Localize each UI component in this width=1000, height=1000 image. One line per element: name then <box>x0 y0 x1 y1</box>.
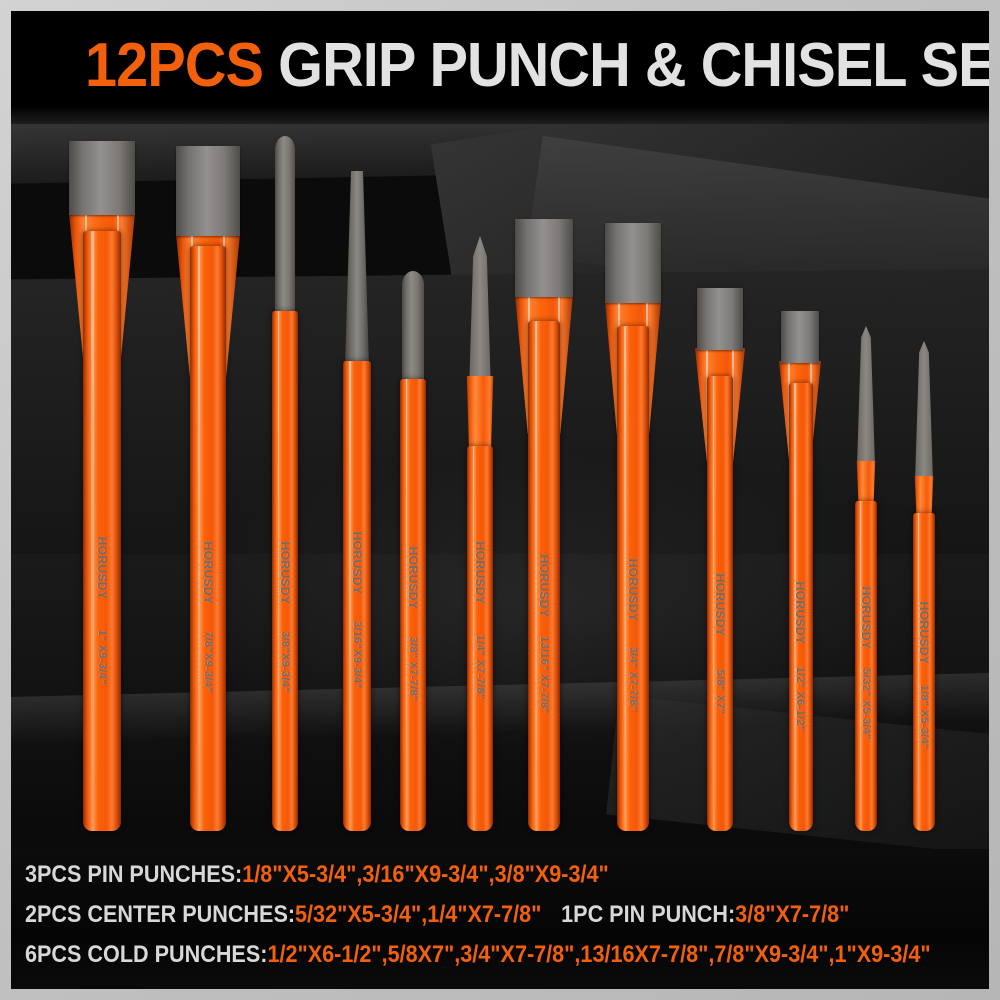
spec-line-center-punches: 2PCS CENTER PUNCHES:5/32"X5-3/4",1/4"X7-… <box>25 903 849 927</box>
tool-10-cold-chisel[interactable]: HORUSDY 1/2" X6-1/2" <box>779 311 821 831</box>
tool-10-shaft <box>789 383 813 831</box>
tool-5-pin-punch[interactable]: HORUSDY 3/8" X7-7/8" <box>398 271 428 831</box>
tool-2-shaft <box>190 246 226 831</box>
background-band <box>526 135 989 353</box>
product-panel: 12PCS GRIP PUNCH & CHISEL SET HORUSDY 1"… <box>11 11 989 989</box>
tool-2-blade <box>176 146 240 236</box>
tool-8-cold-chisel[interactable]: HORUSDY 3/4" X7-7/8" <box>605 223 661 831</box>
tool-7-shaft <box>528 321 560 831</box>
title-bar-shine <box>11 106 989 124</box>
tool-12-cone <box>914 476 934 518</box>
title-count: 12PCS <box>85 31 264 100</box>
tool-11-shaft <box>855 501 877 831</box>
tool-8-shaft <box>617 326 649 831</box>
spec-3-value: 1/2"X6-1/2",5/8X7",3/4"X7-7/8",13/16X7-7… <box>267 941 931 968</box>
tool-9-shaft <box>707 376 733 831</box>
spec-3-label: 6PCS COLD PUNCHES: <box>25 941 268 968</box>
background-band <box>11 124 989 185</box>
tool-9-cold-chisel[interactable]: HORUSDY 5/8" X7" <box>695 288 745 831</box>
tool-1-blade <box>69 141 135 215</box>
tool-5-shaft <box>400 379 426 831</box>
product-photo-stage: HORUSDY 1" X9-3/4" HORUSDY 7/8"X9-3/4" H… <box>11 124 989 849</box>
tool-12-shaft <box>913 513 935 831</box>
tool-3-shaft <box>272 311 298 831</box>
tool-12-tip <box>915 341 933 481</box>
spec-2-value: 5/32"X5-3/4",1/4"X7-7/8" <box>295 901 542 928</box>
tool-7-cold-chisel[interactable]: HORUSDY 13/16" X7-7/8" <box>515 219 573 831</box>
spec-line-cold-punches: 6PCS COLD PUNCHES:1/2"X6-1/2",5/8X7",3/4… <box>25 943 931 967</box>
tool-10-blade <box>781 311 819 363</box>
tool-11-tip <box>857 326 875 466</box>
tool-6-cone <box>466 376 494 456</box>
tool-4-tip <box>345 171 369 366</box>
tool-9-blade <box>697 288 743 350</box>
title-bar: 12PCS GRIP PUNCH & CHISEL SET <box>11 11 989 124</box>
tool-4-shaft <box>343 361 371 831</box>
spec-2b-value: 3/8"X7-7/8" <box>735 901 850 928</box>
page-title: 12PCS GRIP PUNCH & CHISEL SET <box>85 35 989 97</box>
tool-2-cold-chisel[interactable]: HORUSDY 7/8"X9-3/4" <box>176 146 240 831</box>
title-text: GRIP PUNCH & CHISEL SET <box>278 31 989 100</box>
tool-1-shaft <box>83 231 121 831</box>
tool-6-tip <box>469 236 491 381</box>
tool-12-center-punch[interactable]: HORUSDY 1/8" X5-3/4" <box>909 341 939 831</box>
specifications-block: 3PCS PIN PUNCHES:1/8"X5-3/4",3/16"X9-3/4… <box>11 849 989 989</box>
tool-11-cone <box>856 461 876 506</box>
tool-6-shaft <box>467 446 493 831</box>
tool-7-blade <box>515 219 573 297</box>
spec-1-value: 1/8"X5-3/4",3/16"X9-3/4",3/8"X9-3/4" <box>242 861 609 888</box>
spec-line-pin-punches: 3PCS PIN PUNCHES:1/8"X5-3/4",3/16"X9-3/4… <box>25 863 609 887</box>
tool-1-cold-chisel[interactable]: HORUSDY 1" X9-3/4" <box>69 141 135 831</box>
tool-6-center-punch[interactable]: HORUSDY 1/4" X7-7/8" <box>461 236 499 831</box>
spec-2b-label: 1PC PIN PUNCH: <box>561 901 736 928</box>
spec-2-label: 2PCS CENTER PUNCHES: <box>25 901 296 928</box>
tool-4-pin-punch[interactable]: HORUSDY 3/16"X9-3/4" <box>341 171 373 831</box>
tool-11-center-punch[interactable]: HORUSDY 5/32" X5-3/4" <box>851 326 881 831</box>
spec-1-label: 3PCS PIN PUNCHES: <box>25 861 243 888</box>
tool-8-blade <box>605 223 661 303</box>
tool-3-pin-punch[interactable]: HORUSDY 3/8"X9-3/4" <box>270 136 300 831</box>
tool-5-tip <box>402 271 424 383</box>
tool-3-tip <box>275 136 295 321</box>
